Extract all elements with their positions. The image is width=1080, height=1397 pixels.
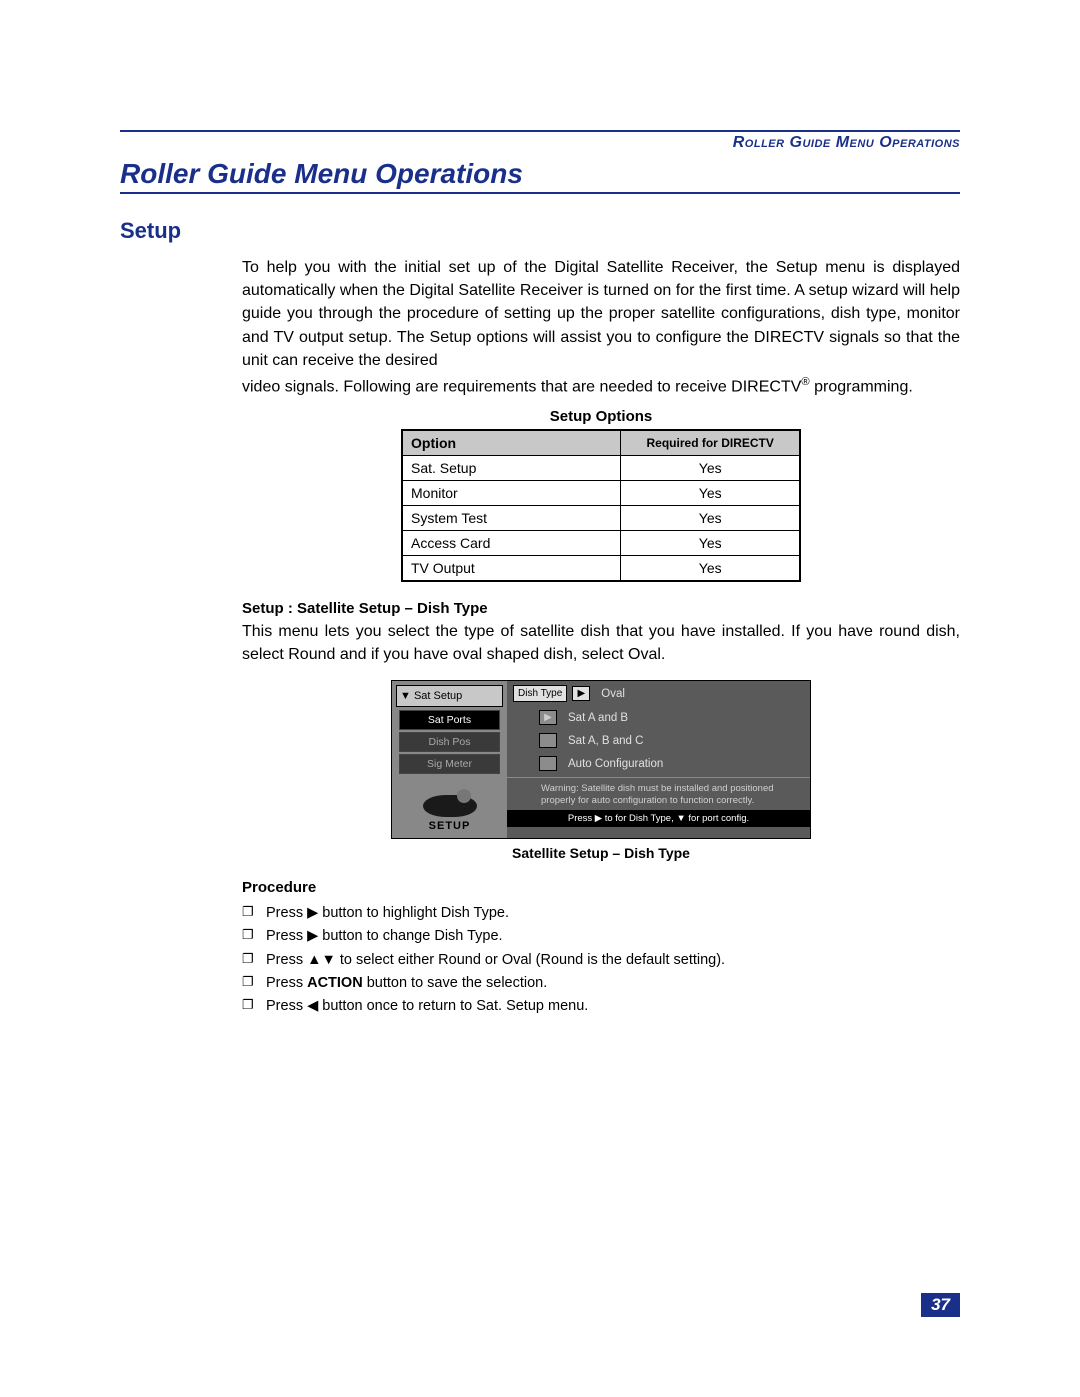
- cell-required: Yes: [621, 456, 800, 481]
- ui-caption: Satellite Setup – Dish Type: [242, 845, 960, 861]
- running-head: Roller Guide Menu Operations: [120, 134, 960, 152]
- option-auto-config: Auto Configuration: [562, 758, 663, 770]
- cell-required: Yes: [621, 531, 800, 556]
- cell-option: TV Output: [402, 556, 621, 582]
- step-pre: Press: [266, 975, 307, 991]
- ui-option-row: Auto Configuration: [507, 750, 810, 773]
- ui-footer-text: Press ▶ to for Dish Type, ▼ for port con…: [507, 810, 810, 827]
- cell-required: Yes: [621, 506, 800, 531]
- table-row: System TestYes: [402, 506, 800, 531]
- ui-screenshot: ▼ Sat Setup Sat Ports Dish Pos Sig Meter…: [391, 680, 811, 839]
- ui-warning-text: Warning: Satellite dish must be installe…: [507, 777, 810, 810]
- page-number: 37: [921, 1293, 960, 1317]
- step-post: button once to return to Sat. Setup menu…: [318, 998, 588, 1014]
- cell-option: Access Card: [402, 531, 621, 556]
- dish-type-box: Dish Type: [513, 685, 567, 702]
- procedure-step: Press ▶ button to change Dish Type.: [242, 925, 960, 948]
- right-arrow-glyph: ▶: [307, 928, 318, 944]
- setup-options-table: Option Required for DIRECTV Sat. SetupYe…: [401, 429, 801, 582]
- cell-option: Sat. Setup: [402, 456, 621, 481]
- manual-page: Roller Guide Menu Operations Roller Guid…: [0, 0, 1080, 1397]
- step-pre: Press: [266, 952, 307, 968]
- step-pre: Press: [266, 928, 307, 944]
- table-row: TV OutputYes: [402, 556, 800, 582]
- procedure-step: Press ACTION button to save the selectio…: [242, 972, 960, 995]
- step-post: button to change Dish Type.: [318, 928, 502, 944]
- left-arrow-glyph: ◀: [307, 998, 318, 1014]
- selected-oval: Oval: [595, 688, 625, 700]
- step-pre: Press: [266, 998, 307, 1014]
- cell-required: Yes: [621, 556, 800, 582]
- table-header-required: Required for DIRECTV: [621, 430, 800, 456]
- intro-paragraph-2: video signals. Following are requirement…: [242, 374, 960, 399]
- procedure-step: Press ▶ button to highlight Dish Type.: [242, 902, 960, 925]
- blank-box-icon: [539, 756, 557, 771]
- right-arrow-glyph: ▶: [307, 905, 318, 921]
- ui-menu-dish-pos: Dish Pos: [399, 732, 500, 752]
- table-row: Sat. SetupYes: [402, 456, 800, 481]
- ui-menu-sig-meter: Sig Meter: [399, 754, 500, 774]
- dish-icon: [423, 795, 477, 817]
- procedure-heading: Procedure: [242, 879, 960, 896]
- ui-top-row: Dish Type ▶ Oval: [507, 681, 810, 704]
- step-post: button to highlight Dish Type.: [318, 905, 509, 921]
- action-bold: ACTION: [307, 975, 363, 991]
- registered-mark: ®: [801, 376, 809, 388]
- ui-setup-text: SETUP: [429, 820, 471, 832]
- ui-menu-sat-ports: Sat Ports: [399, 710, 500, 730]
- cell-option: System Test: [402, 506, 621, 531]
- table-row: Access CardYes: [402, 531, 800, 556]
- dish-type-text: This menu lets you select the type of sa…: [242, 621, 960, 666]
- setup-table-caption: Setup Options: [242, 408, 960, 425]
- option-sat-ab: Sat A and B: [562, 712, 628, 724]
- step-post: button to save the selection.: [363, 975, 548, 991]
- ui-left-panel: ▼ Sat Setup Sat Ports Dish Pos Sig Meter…: [392, 681, 507, 838]
- intro2-prefix: video signals. Following are requirement…: [242, 378, 801, 395]
- procedure-step: Press ◀ button once to return to Sat. Se…: [242, 995, 960, 1018]
- ui-option-row: Sat A, B and C: [507, 727, 810, 750]
- ui-satsetup-label: ▼ Sat Setup: [396, 685, 503, 707]
- right-arrow-icon: ▶: [572, 686, 590, 701]
- step-pre: Press: [266, 905, 307, 921]
- dish-type-heading: Setup : Satellite Setup – Dish Type: [242, 600, 960, 617]
- intro2-suffix: programming.: [810, 378, 913, 395]
- page-title: Roller Guide Menu Operations: [120, 158, 960, 194]
- ui-right-panel: Dish Type ▶ Oval ▶ Sat A and B Sat A, B …: [507, 681, 810, 838]
- step-post: to select either Round or Oval (Round is…: [336, 952, 725, 968]
- cell-option: Monitor: [402, 481, 621, 506]
- blank-box-icon: [539, 733, 557, 748]
- option-sat-abc: Sat A, B and C: [562, 735, 643, 747]
- cell-required: Yes: [621, 481, 800, 506]
- procedure-list: Press ▶ button to highlight Dish Type. P…: [242, 902, 960, 1018]
- ui-option-row: ▶ Sat A and B: [507, 704, 810, 727]
- header-rule: [120, 130, 960, 132]
- procedure-step: Press ▲▼ to select either Round or Oval …: [242, 949, 960, 972]
- section-heading-setup: Setup: [120, 218, 960, 244]
- updown-arrow-glyph: ▲▼: [307, 952, 336, 968]
- body-content: To help you with the initial set up of t…: [242, 256, 960, 1018]
- table-row: MonitorYes: [402, 481, 800, 506]
- intro-paragraph-1: To help you with the initial set up of t…: [242, 256, 960, 372]
- right-arrow-icon: ▶: [539, 710, 557, 725]
- table-header-option: Option: [402, 430, 621, 456]
- ui-screenshot-wrap: ▼ Sat Setup Sat Ports Dish Pos Sig Meter…: [242, 680, 960, 839]
- ui-setup-icon-block: SETUP: [392, 795, 507, 838]
